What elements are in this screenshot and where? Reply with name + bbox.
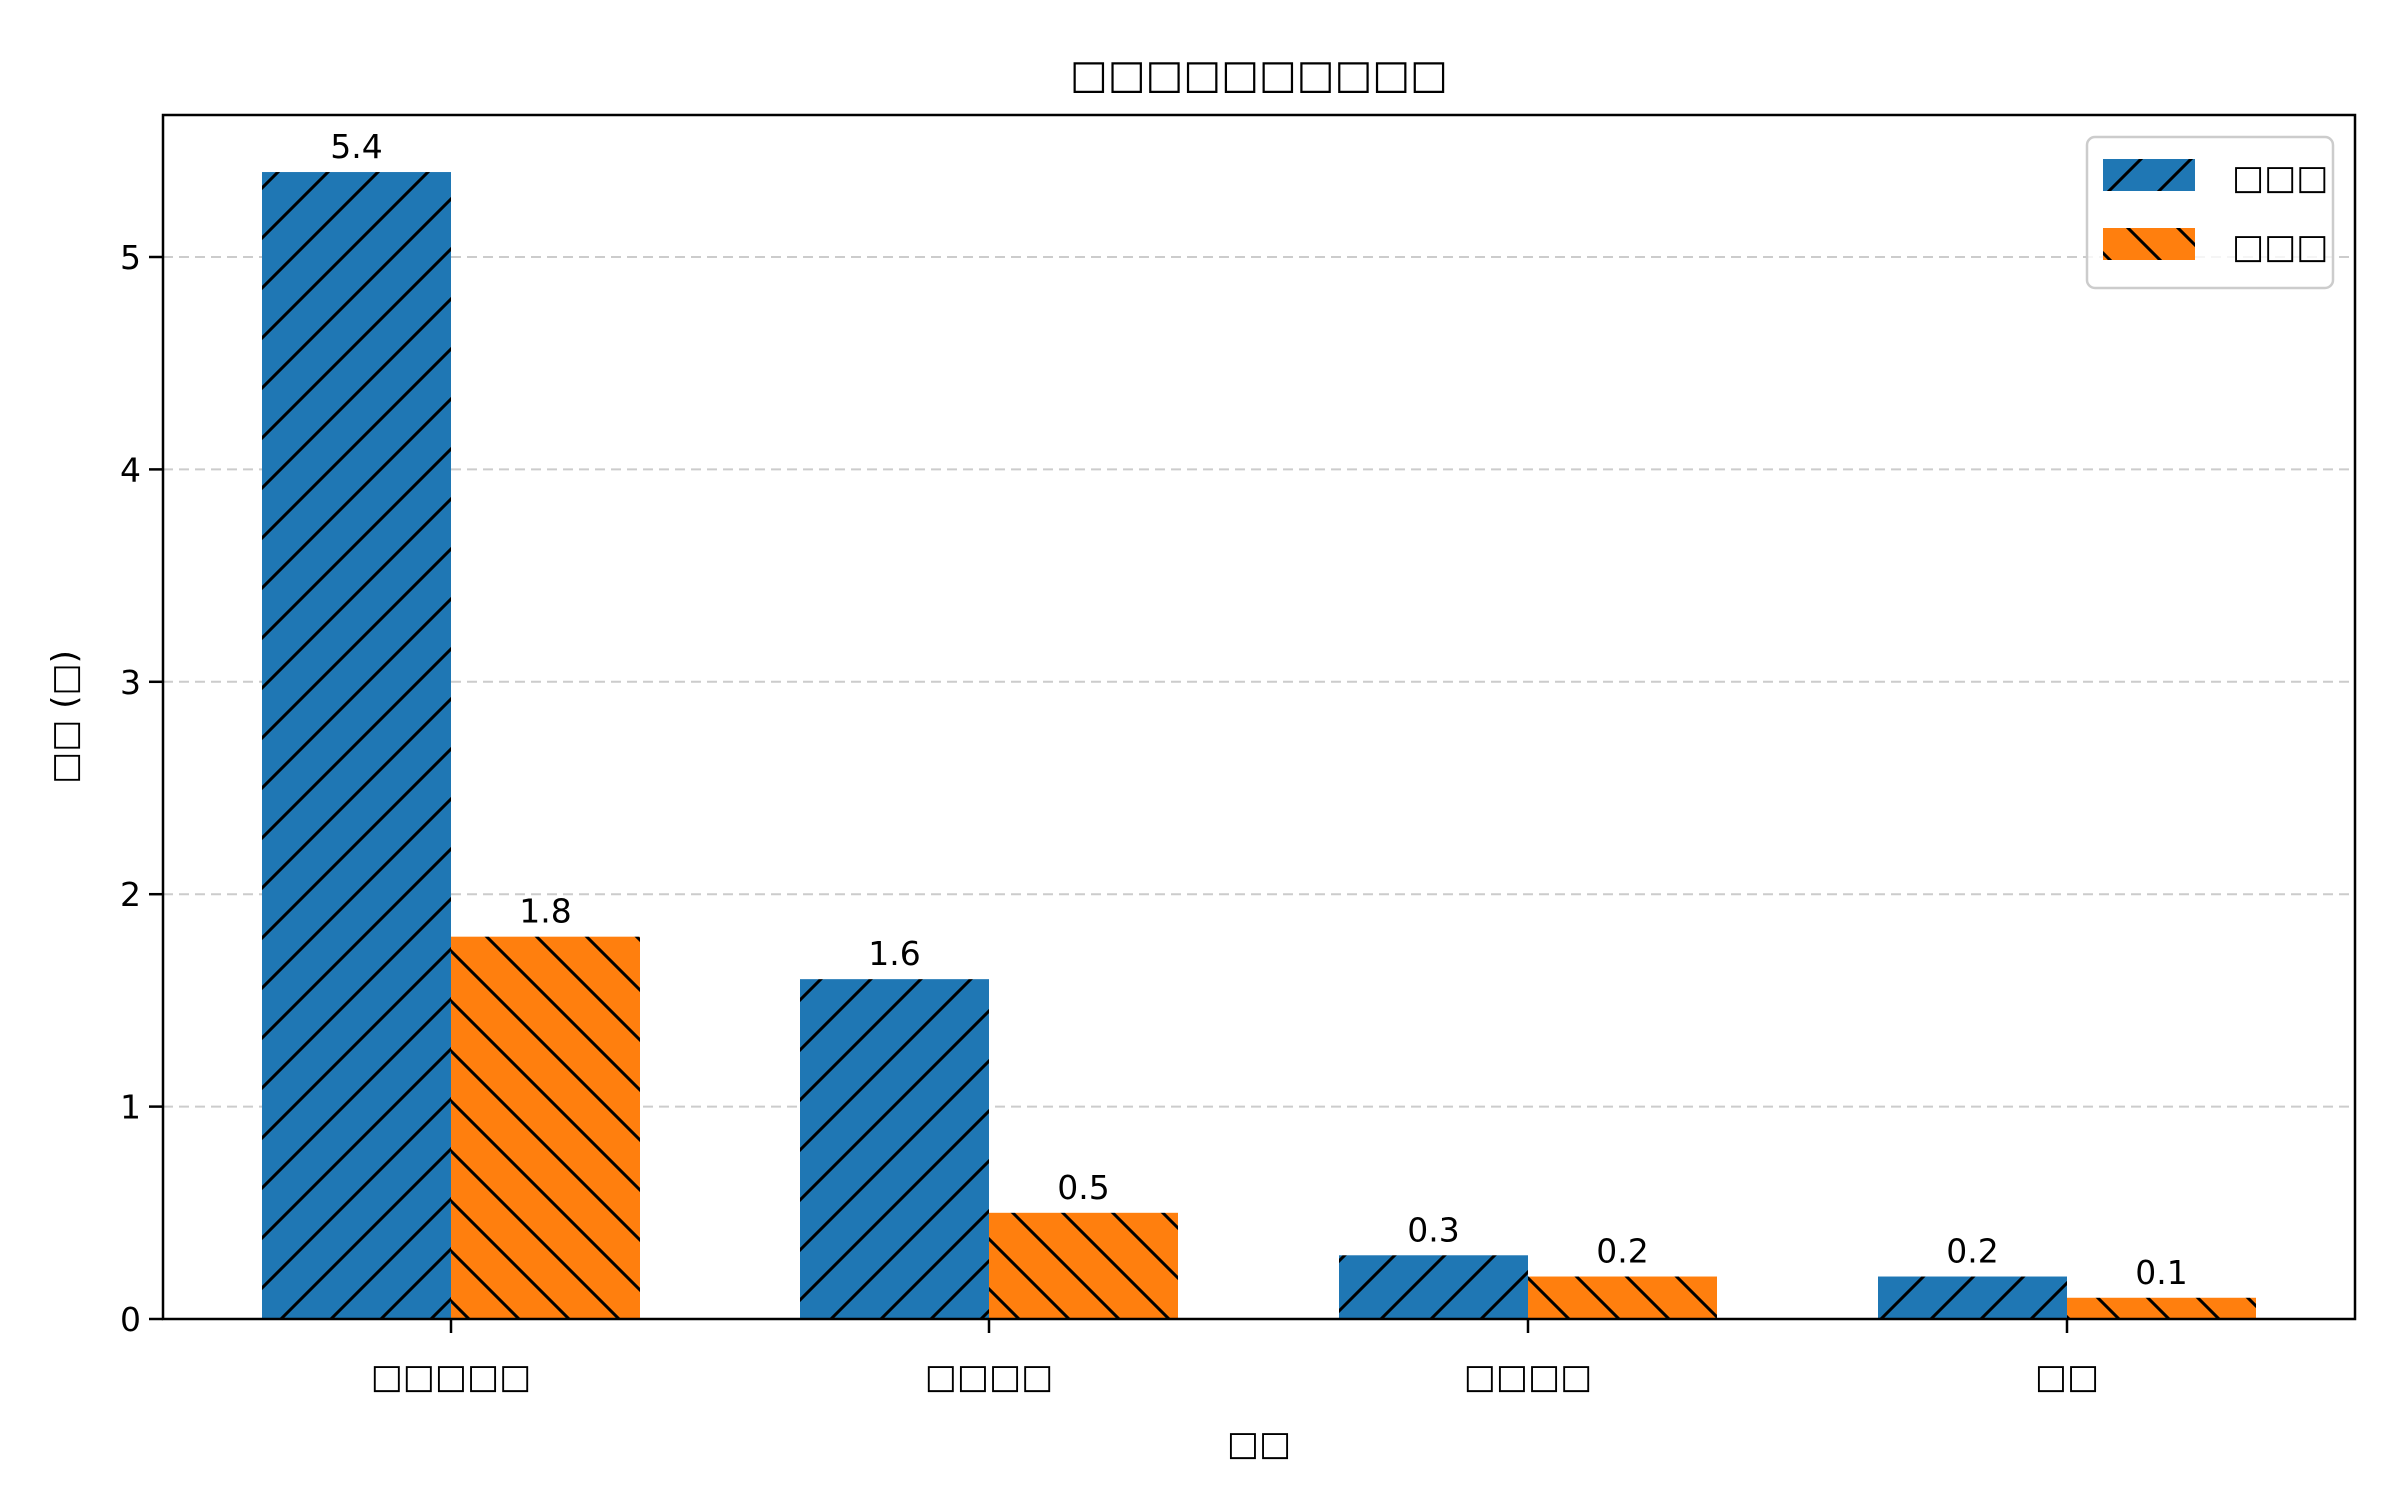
bar-series-2 [1528,1276,1717,1319]
bar-value-label: 5.4 [330,127,382,166]
bar-value-label: 0.3 [1407,1210,1459,1249]
bar-series-1 [1339,1255,1528,1319]
bar-value-label: 0.1 [2135,1253,2187,1292]
legend-swatch-series-2 [2103,228,2195,260]
legend-swatch-series-1 [2103,159,2195,191]
x-tick-label: □□□□ [925,1357,1054,1397]
plot-frame [161,113,2357,1321]
legend: □□□ □□□ [2085,135,2335,290]
x-tick-label: □□□□ [1464,1357,1593,1397]
legend-label-series-1: □□□ [2232,158,2328,198]
bars [262,172,2256,1319]
bar-value-label: 0.5 [1057,1168,1109,1207]
bar-series-2 [2067,1297,2256,1319]
y-axis-ticks: 0 1 2 3 4 5 [120,238,163,1339]
bar-series-2 [989,1212,1178,1319]
y-tick-label: 1 [120,1088,141,1127]
legend-label-series-2: □□□ [2232,227,2328,267]
bar-series-2 [451,936,640,1319]
y-gridlines [163,256,2355,1108]
y-tick-label: 0 [120,1300,141,1339]
y-axis-label: □□ (□) [45,650,85,784]
bar-value-label: 1.6 [868,934,920,973]
y-tick-label: 3 [120,663,141,702]
y-tick-label: 4 [120,450,141,489]
bar-value-label: 1.8 [519,892,571,931]
x-axis-ticks: □□□□□ □□□□ □□□□ □□ [371,1319,2099,1397]
y-tick-label: 2 [120,875,141,914]
x-tick-label: □□ [2035,1357,2099,1397]
bar-value-label: 0.2 [1946,1232,1998,1271]
x-axis-label: □□ [1227,1424,1291,1464]
value-labels: 5.4 1.8 1.6 0.5 0.3 0.2 0.2 0.1 [330,127,2187,1292]
y-tick-label: 5 [120,238,141,277]
bar-series-1 [262,172,451,1319]
bar-series-1 [800,979,989,1319]
x-tick-label: □□□□□ [371,1357,532,1397]
bar-value-label: 0.2 [1596,1232,1648,1271]
bar-series-1 [1878,1276,2067,1319]
chart-title: □□□□□□□□□□ [1070,52,1448,98]
